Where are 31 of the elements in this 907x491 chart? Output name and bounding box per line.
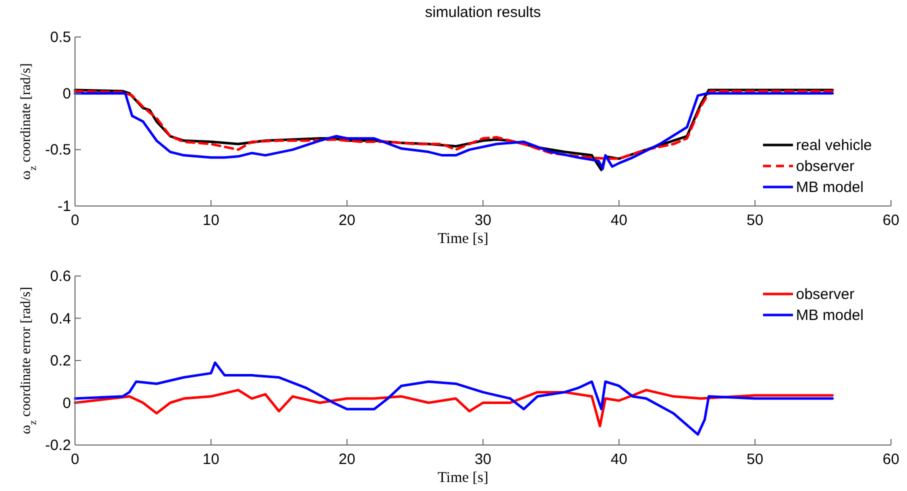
legend-label: MB model [796, 179, 864, 196]
y-tick-label: -0.5 [45, 142, 71, 159]
line-series [74, 361, 834, 436]
y-tick-label: 0.4 [50, 310, 71, 328]
x-axis-title: Time [s] [438, 470, 488, 486]
x-tick-label: 20 [338, 451, 356, 468]
x-tick-label: 60 [882, 451, 900, 468]
y-tick-label: 0 [62, 394, 71, 412]
x-tick-label: 30 [474, 451, 492, 468]
y-tick-label: 0.5 [50, 29, 71, 46]
line-series [74, 388, 834, 428]
x-tick-label: 60 [882, 212, 900, 229]
y-tick-label: 0.2 [50, 352, 71, 370]
y-tick-label: 0.6 [50, 268, 71, 285]
x-tick-label: 50 [746, 451, 764, 468]
legend-label: real vehicle [796, 137, 872, 154]
y-tick-label: 0 [62, 85, 71, 102]
x-axis-title: Time [s] [438, 231, 488, 247]
x-tick-label: 50 [746, 212, 764, 229]
y-tick-label: -0.2 [45, 437, 71, 454]
x-tick-label: 40 [610, 212, 628, 229]
y-tick-label: -1 [58, 198, 71, 215]
x-tick-label: 30 [474, 212, 492, 229]
legend-label: observer [796, 286, 854, 303]
x-tick-label: 20 [338, 212, 356, 229]
legend-label: observer [796, 158, 854, 175]
legend-label: MB model [796, 307, 864, 324]
x-tick-label: 40 [610, 451, 628, 468]
x-tick-label: 10 [202, 451, 220, 468]
chart-title: simulation results [425, 4, 541, 21]
x-tick-label: 10 [202, 212, 220, 229]
